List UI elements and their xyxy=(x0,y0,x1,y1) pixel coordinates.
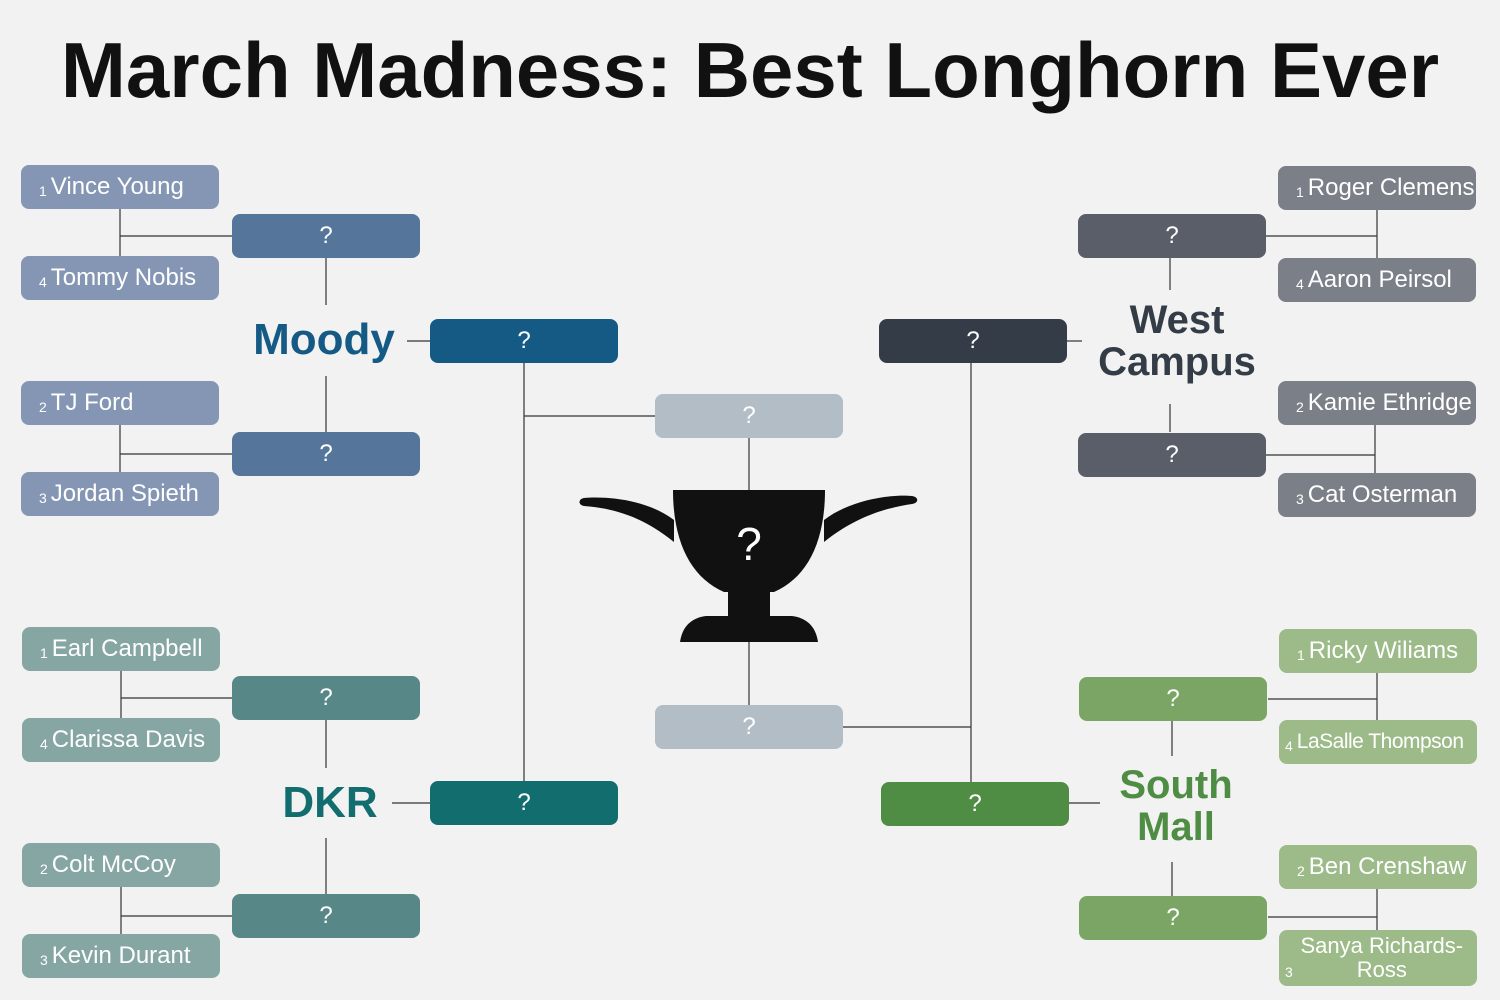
team-name: Ricky Wiliams xyxy=(1308,637,1459,664)
team-slot: 3 Kevin Durant xyxy=(22,934,220,978)
region-label-dkr: DKR xyxy=(282,778,378,827)
champion-placeholder: ? xyxy=(736,518,762,570)
team-slot: 4 Aaron Peirsol xyxy=(1278,258,1476,302)
seed-number: 3 xyxy=(1296,491,1304,507)
team-name: Colt McCoy xyxy=(51,851,176,878)
seed-number: 2 xyxy=(1297,863,1305,879)
winner-slot: ? xyxy=(232,676,420,720)
team-slot: 4 Tommy Nobis xyxy=(21,256,219,300)
winner-slot: ? xyxy=(232,214,420,258)
team-slot: 2 TJ Ford xyxy=(21,381,219,425)
seed-number: 3 xyxy=(40,952,48,968)
region-winner-slot: ? xyxy=(879,319,1067,363)
region-label-west-campus: West Campus xyxy=(1098,298,1256,384)
team-name: Kevin Durant xyxy=(51,942,191,969)
page-title: March Madness: Best Longhorn Ever xyxy=(60,26,1440,114)
team-name: Jordan Spieth xyxy=(50,480,199,507)
team-name: LaSalle Thompson xyxy=(1296,730,1464,753)
team-slot: 3 Cat Osterman xyxy=(1278,473,1476,517)
team-name: Sanya Richards-Ross xyxy=(1300,933,1464,982)
team-name: Vince Young xyxy=(50,173,184,200)
team-slot: 3 Jordan Spieth xyxy=(21,472,219,516)
team-name: Kamie Ethridge xyxy=(1307,389,1472,416)
winner-slot: ? xyxy=(1079,896,1267,940)
seed-number: 1 xyxy=(1297,647,1305,663)
region-winner-slot: ? xyxy=(430,781,618,825)
seed-number: 2 xyxy=(39,399,47,415)
longhorn-trophy-icon: ? xyxy=(579,490,918,642)
team-slot: 3 Sanya Richards-Ross xyxy=(1279,930,1477,986)
winner-slot: ? xyxy=(232,894,420,938)
team-slot: 1 Ricky Wiliams xyxy=(1279,629,1477,673)
team-name: Tommy Nobis xyxy=(50,264,197,291)
seed-number: 1 xyxy=(40,645,48,661)
team-name: Roger Clemens xyxy=(1307,174,1475,201)
region-label-moody: Moody xyxy=(253,315,395,364)
region-winner-slot: ? xyxy=(430,319,618,363)
seed-number: 3 xyxy=(39,490,47,506)
team-slot: 1 Earl Campbell xyxy=(22,627,220,671)
team-name: Ben Crenshaw xyxy=(1308,853,1467,880)
seed-number: 4 xyxy=(1296,276,1304,292)
winner-slot: ? xyxy=(1079,677,1267,721)
region-winner-slot: ? xyxy=(881,782,1069,826)
team-slot: 1 Roger Clemens xyxy=(1278,166,1476,210)
team-slot: 2 Ben Crenshaw xyxy=(1279,845,1477,889)
team-slot: 4 LaSalle Thompson xyxy=(1279,720,1477,764)
seed-number: 1 xyxy=(1296,184,1304,200)
seed-number: 4 xyxy=(39,274,47,290)
team-name: TJ Ford xyxy=(50,389,134,416)
team-slot: 2 Kamie Ethridge xyxy=(1278,381,1476,425)
seed-number: 2 xyxy=(1296,399,1304,415)
team-name: Earl Campbell xyxy=(51,635,203,662)
team-name: Aaron Peirsol xyxy=(1307,266,1452,293)
winner-slot: ? xyxy=(1078,433,1266,477)
winner-slot: ? xyxy=(1078,214,1266,258)
team-slot: 2 Colt McCoy xyxy=(22,843,220,887)
semifinal-winner-slot: ? xyxy=(655,394,843,438)
seed-number: 2 xyxy=(40,861,48,877)
winner-slot: ? xyxy=(232,432,420,476)
seed-number: 4 xyxy=(40,736,48,752)
team-slot: 4 Clarissa Davis xyxy=(22,718,220,762)
region-label-south-mall: South Mall xyxy=(1119,763,1233,849)
semifinal-winner-slot: ? xyxy=(655,705,843,749)
team-name: Cat Osterman xyxy=(1307,481,1458,508)
seed-number: 4 xyxy=(1285,738,1293,754)
team-name: Clarissa Davis xyxy=(51,726,206,753)
seed-number: 1 xyxy=(39,183,47,199)
seed-number: 3 xyxy=(1285,964,1293,980)
team-slot: 1 Vince Young xyxy=(21,165,219,209)
